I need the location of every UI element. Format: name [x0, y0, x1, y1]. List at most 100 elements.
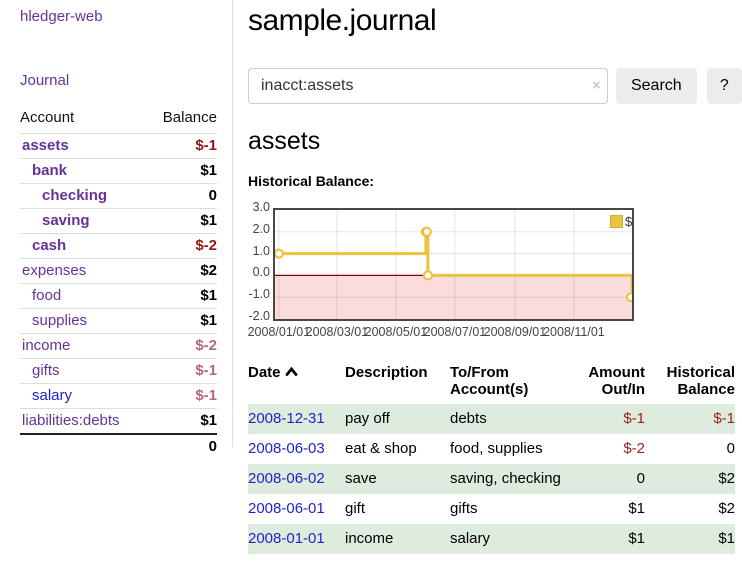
transaction-description: gift: [345, 500, 366, 517]
transaction-balance: $1: [718, 530, 735, 547]
account-balance: $-2: [195, 237, 217, 254]
account-row: liabilities:debts $1: [20, 408, 217, 433]
search-input[interactable]: [248, 68, 608, 104]
search-button[interactable]: Search: [615, 68, 697, 104]
account-row: gifts $-1: [20, 358, 217, 383]
x-axis-tick-label: 2008/03/01: [305, 325, 369, 339]
register-col-amount[interactable]: Amount Out/In: [588, 364, 645, 398]
transaction-description: pay off: [345, 410, 390, 427]
help-button[interactable]: ?: [706, 68, 742, 104]
transaction-date-link[interactable]: 2008-01-01: [248, 530, 325, 547]
account-link-gifts[interactable]: gifts: [32, 362, 60, 379]
x-axis-tick-label: 2008/09/01: [483, 325, 547, 339]
transaction-to-from: salary: [450, 530, 491, 547]
account-balance: $1: [200, 312, 217, 329]
transaction-amount: $1: [628, 530, 645, 547]
account-link-liabilities-debts[interactable]: liabilities:debts: [22, 412, 120, 429]
transaction-date-link[interactable]: 2008-12-31: [248, 410, 325, 427]
register-col-date[interactable]: Date: [248, 362, 345, 404]
clear-search-icon[interactable]: ×: [592, 77, 601, 94]
account-balance: $-2: [195, 337, 217, 354]
account-balance: $2: [200, 262, 217, 279]
historical-balance-chart: 3.0 2.0 1.0 0.0 -1.0 -2.0 2008/01/01 2008/03/0…: [248, 200, 642, 345]
register-col-balance[interactable]: Historical Balance: [666, 364, 735, 398]
register-col-description[interactable]: Description: [345, 364, 428, 381]
account-balance: $1: [200, 212, 217, 229]
account-row: expenses $2: [20, 258, 217, 283]
account-link-cash[interactable]: cash: [32, 237, 67, 254]
account-link-salary[interactable]: salary: [32, 387, 73, 404]
account-link-saving[interactable]: saving: [42, 212, 90, 229]
x-axis-tick-label: 2008/07/01: [423, 325, 487, 339]
account-balance: $-1: [195, 387, 217, 404]
account-row: cash $-2: [20, 233, 217, 258]
register-row: 2008-06-02 save saving, checking 0 $2: [248, 464, 735, 494]
search-form: × Search ?: [248, 68, 742, 104]
sort-ascending-icon: [285, 364, 298, 381]
register-header-row: Date Description To/From Account(s) Amou…: [248, 362, 735, 404]
transaction-date-link[interactable]: 2008-06-01: [248, 500, 325, 517]
account-row: bank $1: [20, 158, 217, 183]
account-link-expenses[interactable]: expenses: [22, 262, 87, 279]
chart-svg: [275, 210, 632, 319]
account-heading: assets: [248, 127, 321, 155]
y-axis-tick-label: 2.0: [252, 221, 270, 236]
app-brand-link[interactable]: hledger-web: [20, 8, 103, 25]
transaction-to-from: food, supplies: [450, 440, 543, 457]
transaction-to-from: debts: [450, 410, 487, 427]
sidebar-item-journal[interactable]: Journal: [20, 72, 70, 89]
transaction-date-link[interactable]: 2008-06-02: [248, 470, 325, 487]
account-balance: $1: [200, 412, 217, 429]
account-balance: $-1: [195, 362, 217, 379]
legend-label: $: [625, 214, 633, 229]
register-row: 2008-01-01 income salary $1 $1: [248, 524, 735, 554]
transaction-description: save: [345, 470, 377, 487]
register-col-date-label: Date: [248, 364, 281, 381]
accounts-col-balance: Balance: [162, 109, 217, 126]
account-link-bank[interactable]: bank: [32, 162, 68, 179]
transaction-balance: $2: [718, 500, 735, 517]
chart-legend: $: [610, 214, 632, 229]
register-table: Date Description To/From Account(s) Amou…: [248, 362, 735, 554]
x-axis-tick-label: 2008/11/01: [543, 325, 605, 339]
account-balance: $1: [200, 287, 217, 304]
register-row: 2008-12-31 pay off debts $-1 $-1: [248, 404, 735, 434]
account-row: supplies $1: [20, 308, 217, 333]
account-balance: $-1: [195, 137, 217, 154]
transaction-date-link[interactable]: 2008-06-03: [248, 440, 325, 457]
transaction-amount: $-2: [623, 440, 645, 457]
accounts-table-header: Account Balance: [20, 105, 217, 133]
transaction-amount: $1: [628, 500, 645, 517]
account-balance: 0: [208, 187, 217, 204]
accounts-total-row: 0: [20, 433, 217, 458]
account-balance: $1: [200, 162, 217, 179]
accounts-total-value: 0: [208, 438, 217, 455]
accounts-rows: assets $-1 bank $1 checking 0 saving $1 cash $-2 e…: [20, 133, 217, 433]
account-link-checking[interactable]: checking: [42, 187, 108, 204]
transaction-balance: $-1: [713, 410, 735, 427]
y-axis-tick-label: 3.0: [252, 200, 270, 214]
account-link-income[interactable]: income: [22, 337, 71, 354]
sidebar: hledger-web Journal Account Balance asse…: [0, 0, 233, 455]
page-title: sample.journal: [248, 4, 437, 37]
y-axis-tick-label: 0.0: [252, 265, 270, 280]
accounts-col-account: Account: [20, 109, 75, 126]
register-row: 2008-06-03 eat & shop food, supplies $-2 0: [248, 434, 735, 464]
y-axis-tick-label: 1.0: [252, 243, 270, 258]
account-row: checking 0: [20, 183, 217, 208]
transaction-balance: 0: [726, 440, 735, 457]
register-col-tofrom[interactable]: To/From Account(s): [450, 364, 529, 398]
account-link-food[interactable]: food: [32, 287, 62, 304]
account-link-supplies[interactable]: supplies: [32, 312, 88, 329]
account-row: assets $-1: [20, 133, 217, 158]
chart-plot-area: [273, 208, 634, 321]
transaction-amount: $-1: [623, 410, 645, 427]
register-row: 2008-06-01 gift gifts $1 $2: [248, 494, 735, 524]
transaction-to-from: saving, checking: [450, 470, 561, 487]
account-row: income $-2: [20, 333, 217, 358]
transaction-balance: $2: [718, 470, 735, 487]
x-axis-tick-label: 2008/05/01: [364, 325, 428, 339]
y-axis-tick-label: -2.0: [248, 309, 270, 323]
account-link-assets[interactable]: assets: [22, 137, 69, 154]
transaction-to-from: gifts: [450, 500, 478, 517]
